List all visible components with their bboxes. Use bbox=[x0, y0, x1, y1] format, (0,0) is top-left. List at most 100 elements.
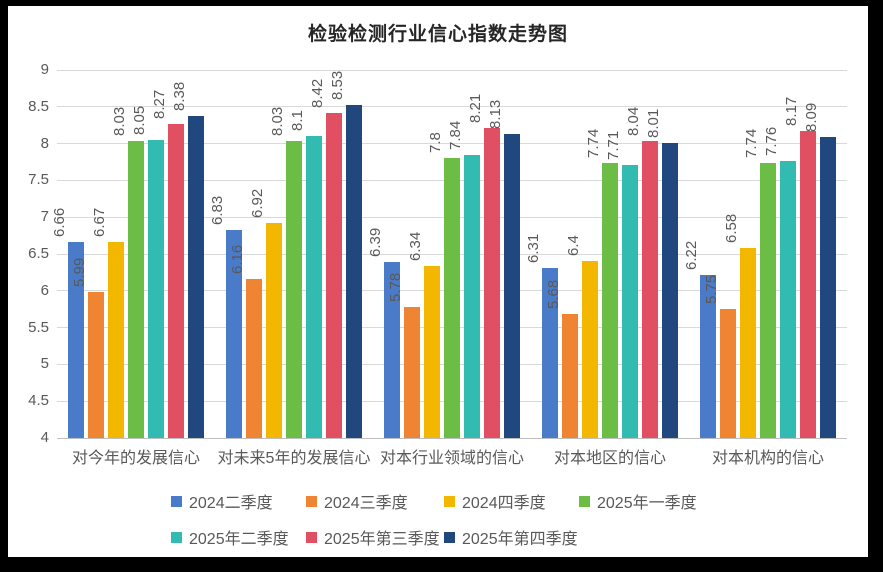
legend-swatch bbox=[171, 531, 182, 543]
category-label: 对本行业领域的信心 bbox=[379, 450, 524, 467]
y-axis-tick-label: 5.5 bbox=[28, 318, 49, 336]
y-axis-tick-label: 5 bbox=[40, 355, 49, 373]
bar-value-label: 8.03 bbox=[269, 107, 286, 137]
gridline-y-8 bbox=[57, 143, 847, 145]
bar-series7-group3 bbox=[504, 134, 520, 438]
bar-value-label: 5.68 bbox=[545, 280, 562, 310]
bar-series5-group4 bbox=[622, 164, 638, 438]
bar-series7-group5 bbox=[820, 137, 836, 438]
bar-value-label: 8.05 bbox=[131, 105, 148, 135]
bar-series6-group2 bbox=[326, 112, 342, 438]
legend-label: 2025年第四季度 bbox=[462, 531, 578, 548]
bar-value-label: 8.01 bbox=[645, 108, 662, 138]
gridline-y-8.5 bbox=[57, 106, 847, 108]
bar-series3-group1 bbox=[108, 241, 124, 438]
bar-series5-group2 bbox=[306, 136, 322, 438]
bar-value-label: 7.8 bbox=[427, 132, 444, 154]
legend-label: 2025年第三季度 bbox=[324, 531, 440, 548]
bar-value-label: 7.74 bbox=[585, 128, 602, 158]
bar-series6-group5 bbox=[800, 131, 816, 438]
bar-series1-group1 bbox=[68, 242, 84, 438]
bar-series4-group5 bbox=[760, 162, 776, 438]
bar-value-label: 6.66 bbox=[51, 207, 68, 238]
y-axis-tick-label: 9 bbox=[40, 61, 49, 78]
bar-series1-group2 bbox=[226, 229, 242, 438]
bar-series4-group2 bbox=[286, 141, 302, 438]
bar-series2-group1 bbox=[88, 291, 104, 438]
bar-series1-group3 bbox=[384, 262, 400, 438]
chart-title: 检验检测行业信心指数走势图 bbox=[307, 23, 568, 45]
bar-series1-group5 bbox=[700, 274, 716, 438]
y-axis-tick-label: 7 bbox=[40, 208, 49, 226]
y-axis-tick-label: 4.5 bbox=[28, 392, 49, 410]
bar-value-label: 6.92 bbox=[249, 188, 266, 219]
bar-series5-group1 bbox=[148, 139, 164, 438]
bar-value-label: 7.84 bbox=[447, 121, 464, 151]
bar-series4-group4 bbox=[602, 162, 618, 438]
chart-panel: 检验检测行业信心指数走势图 4 4.5 5 5.5 6 6.5 7 7.5 8 8.5 9 6.66 6… bbox=[8, 6, 868, 557]
category-label: 对本机构的信心 bbox=[711, 450, 824, 467]
bar-value-label: 8.27 bbox=[151, 89, 168, 119]
bar-value-label: 6.83 bbox=[209, 195, 226, 225]
legend-label: 2024四季度 bbox=[462, 495, 546, 512]
bar-series2-group4 bbox=[562, 314, 578, 438]
bar-series2-group3 bbox=[404, 307, 420, 438]
bar-value-label: 8.17 bbox=[783, 96, 800, 127]
legend-item-1: 2024二季度 bbox=[171, 492, 273, 512]
legend-item-2: 2024三季度 bbox=[306, 492, 408, 512]
bar-value-label: 5.99 bbox=[71, 257, 88, 287]
y-axis-tick-label: 6 bbox=[40, 281, 49, 299]
bar-series3-group5 bbox=[740, 248, 756, 438]
bar-value-label: 8.38 bbox=[171, 81, 188, 111]
bar-value-label: 7.74 bbox=[743, 128, 760, 158]
bar-series6-group4 bbox=[642, 140, 658, 438]
bar-series7-group2 bbox=[346, 104, 362, 438]
bar-series5-group5 bbox=[780, 161, 796, 438]
bar-value-label: 8.04 bbox=[625, 106, 642, 136]
gridline-y-4 bbox=[57, 437, 847, 439]
bar-series4-group1 bbox=[128, 141, 144, 438]
legend-label: 2025年一季度 bbox=[597, 495, 697, 512]
legend-swatch bbox=[306, 495, 317, 507]
bar-value-label: 6.31 bbox=[525, 233, 542, 263]
bar-value-label: 6.67 bbox=[91, 207, 108, 237]
bar-series4-group3 bbox=[444, 158, 460, 438]
bar-value-label: 6.16 bbox=[229, 244, 246, 274]
legend-swatch bbox=[171, 495, 182, 507]
bar-value-label: 8.13 bbox=[487, 99, 504, 129]
legend-label: 2024三季度 bbox=[324, 495, 408, 512]
bar-series6-group1 bbox=[168, 123, 184, 438]
bar-value-label: 6.4 bbox=[565, 235, 582, 257]
legend-item-3: 2024四季度 bbox=[444, 492, 546, 512]
y-axis-tick-label: 8.5 bbox=[28, 97, 49, 115]
bar-value-label: 8.53 bbox=[329, 70, 346, 100]
bar-value-label: 5.78 bbox=[387, 272, 404, 302]
category-label: 对未来5年的发展信心 bbox=[217, 450, 371, 467]
legend-swatch bbox=[579, 495, 590, 507]
bar-value-label: 6.22 bbox=[683, 240, 700, 270]
y-axis-tick-label: 4 bbox=[40, 429, 49, 446]
legend-item-4: 2025年一季度 bbox=[579, 492, 697, 512]
y-axis-tick-label: 7.5 bbox=[28, 171, 49, 189]
bar-series1-group4 bbox=[542, 268, 558, 438]
legend-swatch bbox=[444, 531, 455, 543]
category-label: 对今年的发展信心 bbox=[71, 450, 200, 467]
legend-item-5: 2025年二季度 bbox=[171, 528, 289, 548]
legend-label: 2025年二季度 bbox=[189, 531, 289, 548]
bar-value-label: 8.03 bbox=[111, 107, 128, 137]
y-axis-tick-label: 6.5 bbox=[28, 245, 49, 262]
bar-value-label: 5.75 bbox=[703, 274, 720, 305]
gridline-y-9 bbox=[57, 69, 847, 71]
bar-value-label: 8.1 bbox=[289, 110, 306, 132]
bar-value-label: 6.39 bbox=[367, 227, 384, 258]
bar-series7-group1 bbox=[188, 115, 204, 438]
y-axis-tick-label: 8 bbox=[40, 134, 49, 152]
legend-swatch bbox=[444, 495, 455, 507]
bar-series7-group4 bbox=[662, 142, 678, 438]
bar-value-label: 7.71 bbox=[605, 130, 622, 160]
legend-label: 2024二季度 bbox=[189, 495, 273, 512]
bar-value-label: 8.09 bbox=[803, 102, 820, 132]
legend-swatch bbox=[306, 531, 317, 543]
